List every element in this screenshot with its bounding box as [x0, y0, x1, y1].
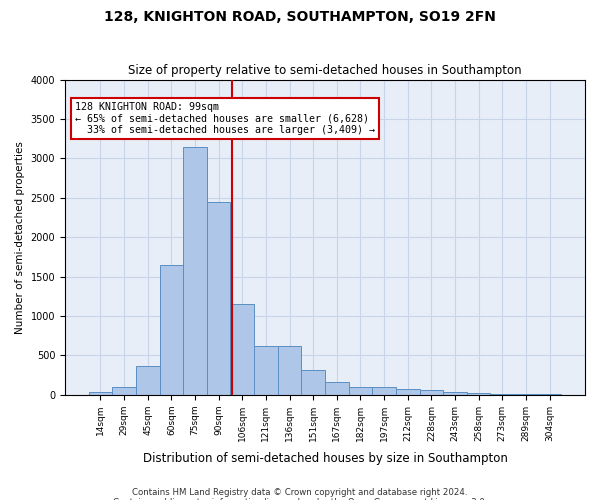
Bar	[514, 394, 538, 395]
Bar	[419, 390, 443, 395]
Bar	[254, 346, 278, 395]
Bar	[183, 146, 207, 395]
Bar	[467, 393, 490, 395]
X-axis label: Distribution of semi-detached houses by size in Southampton: Distribution of semi-detached houses by …	[143, 452, 508, 465]
Bar	[136, 366, 160, 395]
Bar	[372, 387, 396, 395]
Bar	[396, 390, 419, 395]
Bar	[89, 392, 112, 395]
Bar	[112, 387, 136, 395]
Bar	[207, 202, 230, 395]
Text: Contains HM Land Registry data © Crown copyright and database right 2024.: Contains HM Land Registry data © Crown c…	[132, 488, 468, 497]
Bar	[160, 265, 183, 395]
Bar	[278, 346, 301, 395]
Bar	[349, 387, 372, 395]
Bar	[490, 394, 514, 395]
Bar	[230, 304, 254, 395]
Bar	[325, 382, 349, 395]
Y-axis label: Number of semi-detached properties: Number of semi-detached properties	[15, 140, 25, 334]
Bar	[443, 392, 467, 395]
Text: 128, KNIGHTON ROAD, SOUTHAMPTON, SO19 2FN: 128, KNIGHTON ROAD, SOUTHAMPTON, SO19 2F…	[104, 10, 496, 24]
Text: 128 KNIGHTON ROAD: 99sqm
← 65% of semi-detached houses are smaller (6,628)
  33%: 128 KNIGHTON ROAD: 99sqm ← 65% of semi-d…	[76, 102, 376, 135]
Title: Size of property relative to semi-detached houses in Southampton: Size of property relative to semi-detach…	[128, 64, 522, 77]
Text: Contains public sector information licensed under the Open Government Licence v3: Contains public sector information licen…	[113, 498, 487, 500]
Bar	[301, 370, 325, 395]
